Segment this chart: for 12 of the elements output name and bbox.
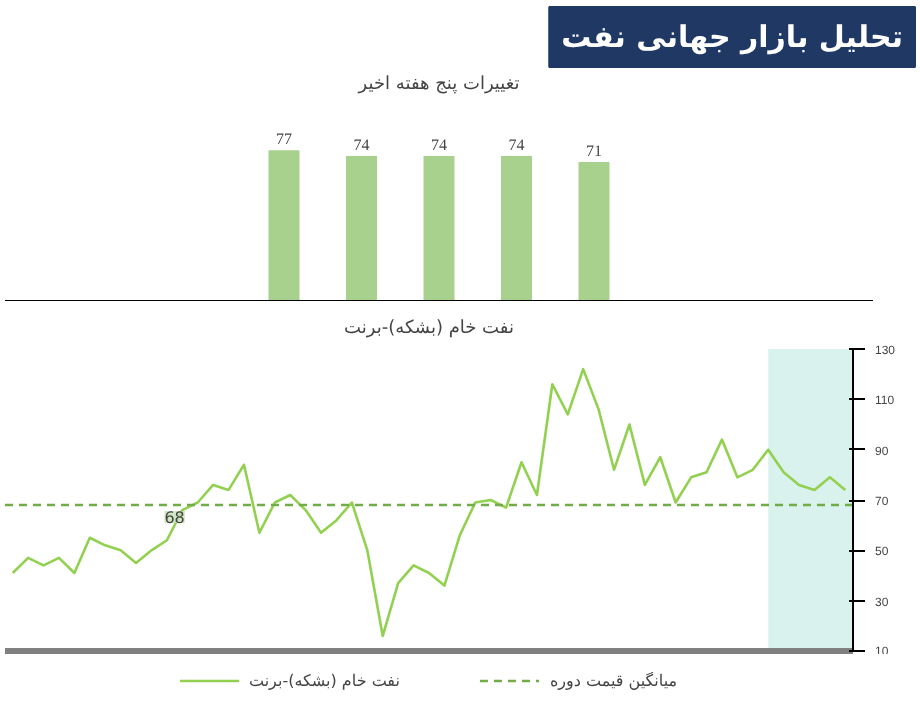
data-label: 71: [586, 141, 602, 160]
chart-title: نفت خام (بشکه)-برنت: [344, 319, 514, 339]
line-series: [11, 367, 847, 638]
chart-title: تغییرات پنج هفته اخیر: [356, 75, 521, 95]
text: تحلیل بازار جهانی نفت: [561, 19, 904, 55]
legend-label: نفت خام (بشکه)-برنت: [248, 671, 400, 689]
data-label: 74: [353, 136, 370, 155]
data-label: 77: [276, 130, 292, 149]
data-label: 74: [431, 136, 447, 155]
annotation: 68: [164, 509, 185, 528]
legend-label: میانگین قیمت دوره: [549, 671, 678, 689]
data-label: 74: [508, 136, 525, 155]
